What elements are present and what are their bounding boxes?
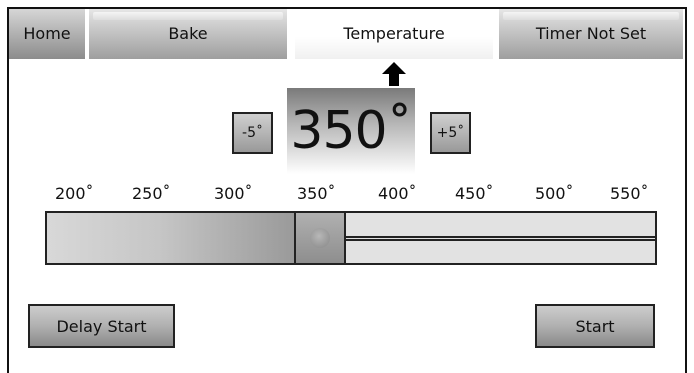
scale-label-200: 200˚ bbox=[55, 184, 94, 203]
delay-start-label: Delay Start bbox=[56, 316, 147, 336]
decrease-temperature-button[interactable]: -5˚ bbox=[232, 112, 273, 154]
temperature-display: 350˚ bbox=[287, 88, 415, 174]
start-button[interactable]: Start bbox=[535, 304, 655, 348]
start-label: Start bbox=[575, 316, 615, 336]
thumb-grip-icon bbox=[310, 228, 330, 248]
tab-temperature[interactable]: Temperature bbox=[295, 9, 495, 59]
slider-rail bbox=[346, 236, 655, 241]
tab-bake-label: Bake bbox=[168, 23, 208, 43]
scale-label-350: 350˚ bbox=[297, 184, 336, 203]
scale-label-500: 500˚ bbox=[535, 184, 574, 203]
scale-label-450: 450˚ bbox=[455, 184, 494, 203]
arrow-up-icon bbox=[382, 62, 406, 86]
scale-label-550: 550˚ bbox=[610, 184, 649, 203]
tab-home-label: Home bbox=[23, 23, 71, 43]
tab-temperature-label: Temperature bbox=[343, 23, 445, 43]
slider-thumb[interactable] bbox=[294, 211, 346, 265]
scale-label-400: 400˚ bbox=[378, 184, 417, 203]
delay-start-button[interactable]: Delay Start bbox=[28, 304, 175, 348]
increase-temperature-button[interactable]: +5˚ bbox=[430, 112, 471, 154]
tab-home[interactable]: Home bbox=[9, 9, 87, 59]
scale-label-300: 300˚ bbox=[214, 184, 253, 203]
scale-label-250: 250˚ bbox=[132, 184, 171, 203]
slider-fill bbox=[47, 213, 294, 263]
decrease-temperature-label: -5˚ bbox=[242, 125, 263, 141]
tab-bake[interactable]: Bake bbox=[89, 9, 289, 59]
tab-bake-highlight bbox=[93, 12, 283, 20]
tab-timer[interactable]: Timer Not Set bbox=[499, 9, 685, 59]
tab-timer-label: Timer Not Set bbox=[535, 23, 647, 43]
increase-temperature-label: +5˚ bbox=[436, 125, 465, 141]
tab-timer-highlight bbox=[503, 12, 679, 20]
temperature-value: 350˚ bbox=[290, 101, 412, 161]
temperature-slider[interactable] bbox=[45, 211, 657, 265]
